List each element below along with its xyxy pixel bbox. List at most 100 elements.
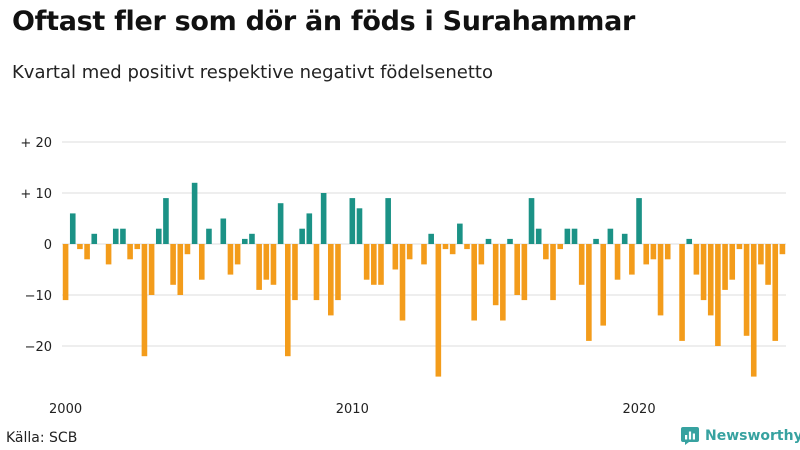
bar bbox=[564, 228, 571, 244]
bar bbox=[163, 198, 169, 244]
bar bbox=[736, 244, 743, 250]
bar bbox=[743, 244, 750, 336]
bar bbox=[629, 244, 635, 275]
bar bbox=[206, 228, 212, 244]
bar bbox=[313, 244, 320, 301]
bar bbox=[772, 244, 779, 341]
bar bbox=[371, 244, 377, 285]
bar bbox=[84, 244, 90, 260]
bar bbox=[657, 244, 664, 316]
bar bbox=[693, 244, 700, 275]
bar bbox=[543, 244, 549, 260]
bars bbox=[62, 182, 786, 377]
bar bbox=[521, 244, 528, 301]
bar bbox=[392, 244, 399, 270]
bar bbox=[578, 244, 585, 285]
bar bbox=[679, 244, 685, 341]
bar bbox=[320, 193, 327, 244]
bar bbox=[198, 244, 205, 280]
bar bbox=[729, 244, 736, 280]
bar bbox=[700, 244, 707, 301]
bar bbox=[356, 208, 363, 244]
bar bbox=[241, 238, 248, 244]
bar bbox=[550, 244, 556, 301]
bar bbox=[385, 198, 391, 244]
bar bbox=[184, 244, 191, 255]
bar bbox=[421, 244, 427, 265]
y-tick-label: −20 bbox=[25, 340, 52, 355]
bar bbox=[299, 228, 305, 244]
bar bbox=[528, 198, 535, 244]
bar bbox=[457, 223, 463, 244]
bar bbox=[507, 238, 513, 244]
x-tick-label: 2000 bbox=[49, 402, 82, 417]
bar bbox=[335, 244, 341, 301]
bar bbox=[399, 244, 406, 321]
bar bbox=[571, 228, 578, 244]
bar bbox=[62, 244, 69, 301]
bar bbox=[378, 244, 384, 285]
bar-chart-logo-icon bbox=[681, 427, 699, 445]
bar bbox=[664, 244, 671, 260]
bar bbox=[220, 218, 227, 244]
bar bbox=[263, 244, 270, 280]
bar bbox=[148, 244, 155, 295]
bar bbox=[105, 244, 112, 265]
chart-subtitle: Kvartal med positivt respektive negativt… bbox=[12, 62, 493, 83]
bar bbox=[285, 244, 291, 357]
bar bbox=[270, 244, 277, 285]
source-note: Källa: SCB bbox=[6, 430, 78, 446]
bar bbox=[707, 244, 714, 316]
bar bbox=[535, 228, 542, 244]
x-axis-labels: 2000 2010 2020 bbox=[49, 402, 656, 417]
bar bbox=[155, 228, 162, 244]
bar bbox=[478, 244, 485, 265]
bar bbox=[514, 244, 520, 295]
bar bbox=[600, 244, 607, 326]
bar bbox=[593, 238, 599, 244]
y-tick-label: 0 bbox=[44, 238, 52, 253]
chart-title: Oftast fler som dör än föds i Surahammar bbox=[12, 6, 636, 37]
x-tick-label: 2020 bbox=[623, 402, 656, 417]
bar bbox=[69, 213, 76, 244]
bar bbox=[227, 244, 234, 275]
bar bbox=[464, 244, 470, 250]
brand-logo: Newsworthy bbox=[680, 426, 800, 446]
bar bbox=[306, 213, 313, 244]
bar bbox=[722, 244, 728, 290]
bar bbox=[442, 244, 449, 250]
bar bbox=[328, 244, 334, 316]
bar bbox=[127, 244, 133, 260]
bar bbox=[715, 244, 721, 346]
bar bbox=[91, 233, 98, 244]
y-axis-labels: + 20 + 10 0 −10 −20 bbox=[20, 136, 52, 355]
bar bbox=[471, 244, 477, 321]
bar bbox=[234, 244, 241, 265]
bar bbox=[191, 182, 198, 244]
bar bbox=[77, 244, 83, 250]
bar bbox=[636, 198, 642, 244]
bar bbox=[349, 198, 356, 244]
bar bbox=[112, 228, 119, 244]
bar bbox=[758, 244, 764, 265]
bar bbox=[170, 244, 176, 285]
bar bbox=[614, 244, 621, 280]
bar bbox=[120, 228, 126, 244]
bar bbox=[449, 244, 456, 255]
bar bbox=[134, 244, 141, 250]
bar bbox=[621, 233, 628, 244]
bar bbox=[363, 244, 370, 280]
y-tick-label: −10 bbox=[25, 289, 52, 304]
bar bbox=[141, 244, 148, 357]
bar bbox=[500, 244, 506, 321]
bar bbox=[492, 244, 499, 306]
bar bbox=[765, 244, 771, 285]
bar bbox=[277, 203, 284, 244]
bar bbox=[256, 244, 262, 290]
bar bbox=[779, 244, 786, 255]
bar bbox=[586, 244, 592, 341]
brand-name: Newsworthy bbox=[705, 428, 800, 444]
bar bbox=[435, 244, 442, 377]
bar bbox=[292, 244, 298, 301]
